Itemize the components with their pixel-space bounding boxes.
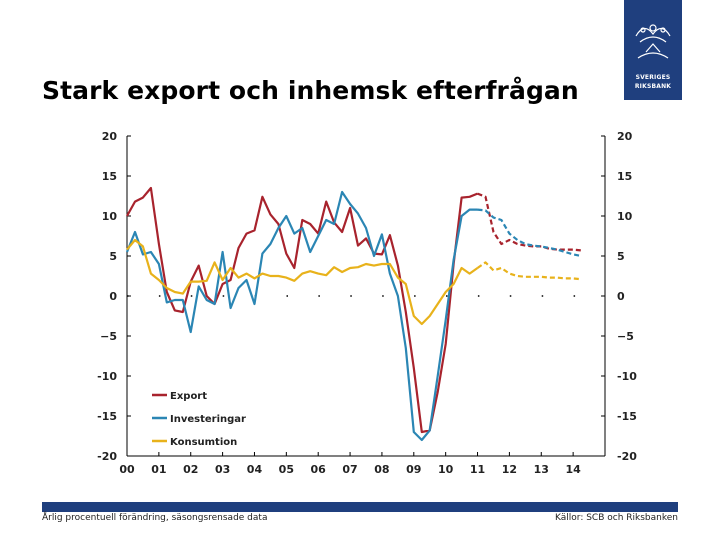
series-line-investeringar bbox=[125, 190, 478, 442]
x-tick-label: 14 bbox=[565, 463, 581, 476]
series-line-konsumtion bbox=[126, 238, 479, 326]
y-tick-label-left: 0 bbox=[109, 290, 117, 303]
x-tick-label: 06 bbox=[311, 463, 327, 476]
logo-text-line1: SVERIGES bbox=[635, 74, 671, 81]
x-tick-label: 00 bbox=[119, 463, 135, 476]
x-tick-label: 04 bbox=[247, 463, 263, 476]
footer-bar bbox=[42, 502, 678, 512]
x-tick-label: 08 bbox=[374, 463, 389, 476]
footer-note-left: Årlig procentuell förändring, säsongsren… bbox=[42, 513, 268, 523]
y-tick-label-left: 20 bbox=[102, 130, 118, 143]
x-tick-label: 05 bbox=[279, 463, 294, 476]
y-tick-label-left: -20 bbox=[97, 450, 117, 463]
y-tick-label-left: -15 bbox=[97, 410, 117, 423]
y-tick-label-right: -15 bbox=[617, 410, 637, 423]
x-tick-label: 13 bbox=[534, 463, 549, 476]
y-tick-label-left: 15 bbox=[102, 170, 117, 183]
y-tick-label-left: -10 bbox=[97, 370, 117, 383]
x-tick-label: 03 bbox=[215, 463, 230, 476]
x-tick-label: 07 bbox=[342, 463, 357, 476]
x-tick-label: 11 bbox=[470, 463, 485, 476]
y-tick-label-right: 5 bbox=[617, 250, 625, 263]
y-tick-label-left: 5 bbox=[109, 250, 117, 263]
x-tick-label: 10 bbox=[438, 463, 454, 476]
y-tick-label-right: -20 bbox=[617, 450, 637, 463]
slide-title: Stark export och inhemsk efterfrågan bbox=[42, 76, 579, 105]
footer-source: Källor: SCB och Riksbanken bbox=[555, 513, 678, 523]
series-forecast-konsumtion bbox=[476, 261, 582, 281]
riksbank-logo: SVERIGES RIKSBANK bbox=[624, 0, 682, 100]
series-forecast-investeringar bbox=[477, 208, 582, 258]
legend-label-konsumtion: Konsumtion bbox=[170, 437, 237, 448]
x-tick-label: 01 bbox=[151, 463, 166, 476]
y-tick-label-left: −5 bbox=[100, 330, 117, 343]
y-tick-label-right: 20 bbox=[617, 130, 633, 143]
logo-text-line2: RIKSBANK bbox=[634, 83, 672, 90]
y-tick-label-right: 15 bbox=[617, 170, 632, 183]
crown-emblem-icon bbox=[635, 24, 671, 59]
x-tick-label: 09 bbox=[406, 463, 421, 476]
series-line-export bbox=[126, 186, 478, 434]
legend-label-investeringar: Investeringar bbox=[170, 414, 246, 425]
legend-label-export: Export bbox=[170, 391, 207, 402]
series-forecast-export bbox=[477, 192, 582, 252]
x-tick-label: 12 bbox=[502, 463, 517, 476]
x-tick-label: 02 bbox=[183, 463, 198, 476]
y-tick-label-left: 10 bbox=[102, 210, 118, 223]
y-tick-label-right: 0 bbox=[617, 290, 625, 303]
y-tick-label-right: 10 bbox=[617, 210, 633, 223]
y-tick-label-right: -10 bbox=[617, 370, 637, 383]
y-tick-label-right: −5 bbox=[617, 330, 634, 343]
